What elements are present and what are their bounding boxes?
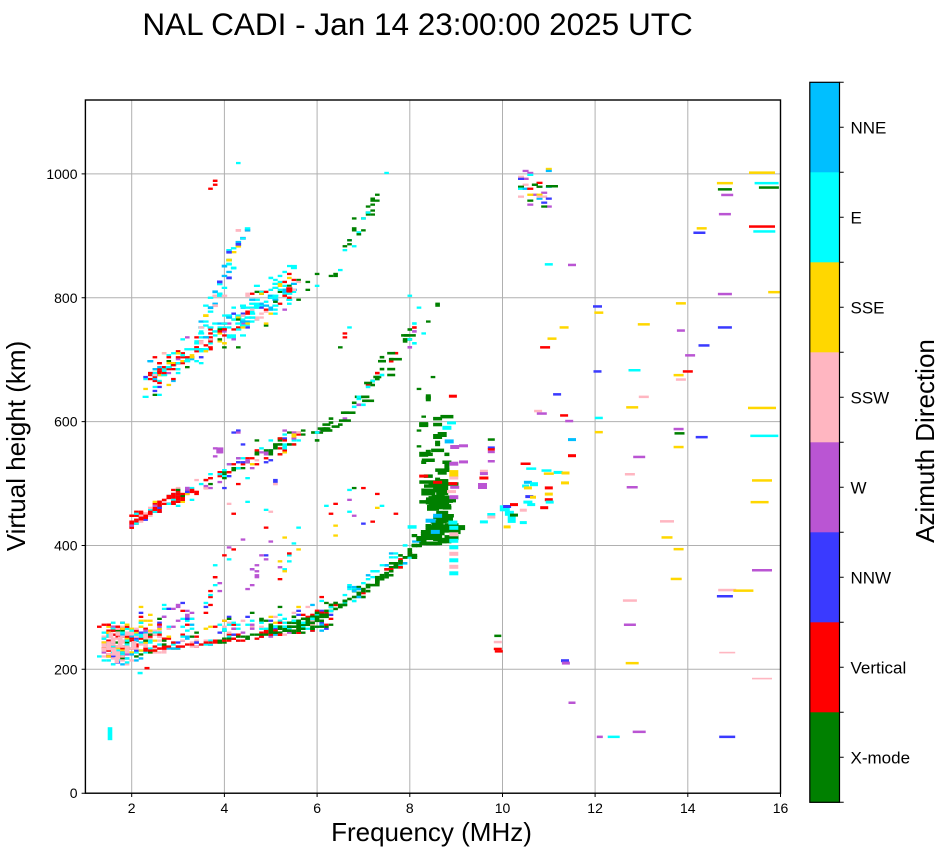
- svg-text:10: 10: [495, 800, 511, 816]
- svg-text:SSW: SSW: [851, 388, 890, 407]
- svg-text:400: 400: [54, 538, 78, 554]
- svg-text:E: E: [851, 208, 862, 227]
- svg-text:16: 16: [773, 800, 789, 816]
- svg-text:Virtual height (km): Virtual height (km): [1, 341, 31, 552]
- svg-text:8: 8: [406, 800, 414, 816]
- svg-text:NAL CADI - Jan 14 23:00:00 202: NAL CADI - Jan 14 23:00:00 2025 UTC: [142, 6, 692, 42]
- svg-text:NNE: NNE: [851, 118, 887, 137]
- svg-text:Azimuth Direction: Azimuth Direction: [910, 339, 940, 543]
- svg-text:Frequency (MHz): Frequency (MHz): [331, 817, 532, 847]
- svg-text:0: 0: [70, 785, 78, 801]
- svg-text:200: 200: [54, 661, 78, 677]
- svg-text:NNW: NNW: [851, 568, 892, 587]
- svg-text:4: 4: [221, 800, 229, 816]
- svg-text:X-mode: X-mode: [851, 748, 911, 767]
- svg-text:SSE: SSE: [851, 298, 885, 317]
- svg-text:W: W: [851, 478, 867, 497]
- svg-text:14: 14: [680, 800, 696, 816]
- svg-text:1000: 1000: [46, 166, 77, 182]
- svg-text:12: 12: [587, 800, 603, 816]
- svg-text:6: 6: [313, 800, 321, 816]
- svg-text:2: 2: [128, 800, 136, 816]
- svg-text:600: 600: [54, 414, 78, 430]
- svg-text:Vertical: Vertical: [851, 658, 907, 677]
- svg-text:800: 800: [54, 290, 78, 306]
